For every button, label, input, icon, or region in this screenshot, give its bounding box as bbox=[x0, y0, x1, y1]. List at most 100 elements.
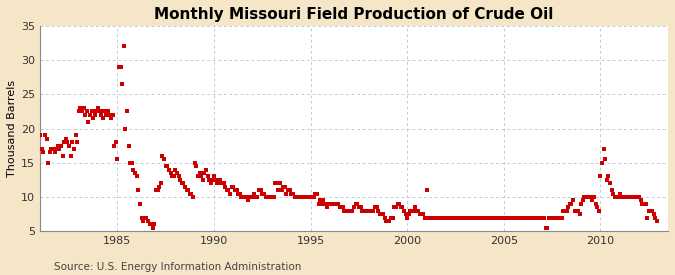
Point bbox=[99, 109, 110, 114]
Point bbox=[534, 215, 545, 220]
Point bbox=[447, 215, 458, 220]
Point bbox=[398, 208, 409, 213]
Point bbox=[637, 202, 648, 206]
Point bbox=[97, 116, 108, 120]
Point bbox=[441, 215, 452, 220]
Point bbox=[601, 178, 612, 182]
Point bbox=[133, 188, 144, 192]
Point bbox=[165, 171, 176, 175]
Point bbox=[136, 215, 147, 220]
Point bbox=[406, 208, 417, 213]
Point bbox=[138, 219, 148, 223]
Point bbox=[354, 205, 364, 210]
Point bbox=[396, 205, 406, 210]
Point bbox=[610, 195, 620, 199]
Point bbox=[76, 109, 87, 114]
Point bbox=[72, 140, 82, 144]
Point bbox=[454, 215, 464, 220]
Point bbox=[207, 178, 218, 182]
Point bbox=[105, 116, 116, 120]
Point bbox=[647, 208, 657, 213]
Point bbox=[408, 208, 419, 213]
Point bbox=[389, 205, 400, 210]
Point bbox=[564, 202, 575, 206]
Point bbox=[511, 215, 522, 220]
Point bbox=[542, 226, 553, 230]
Point bbox=[126, 161, 137, 165]
Point bbox=[497, 215, 508, 220]
Point bbox=[244, 195, 254, 199]
Point bbox=[296, 195, 306, 199]
Point bbox=[412, 208, 423, 213]
Point bbox=[622, 195, 633, 199]
Point bbox=[189, 161, 200, 165]
Point bbox=[346, 208, 356, 213]
Point bbox=[472, 215, 483, 220]
Point bbox=[643, 208, 654, 213]
Point bbox=[487, 215, 498, 220]
Point bbox=[109, 144, 119, 148]
Point bbox=[442, 215, 453, 220]
Point bbox=[265, 195, 276, 199]
Point bbox=[431, 215, 441, 220]
Point bbox=[334, 205, 345, 210]
Point bbox=[286, 191, 297, 196]
Point bbox=[498, 215, 509, 220]
Point bbox=[41, 137, 52, 141]
Point bbox=[350, 202, 361, 206]
Point bbox=[205, 181, 216, 186]
Point bbox=[377, 212, 388, 216]
Point bbox=[139, 215, 150, 220]
Point bbox=[513, 215, 524, 220]
Point bbox=[112, 157, 123, 161]
Point bbox=[592, 205, 603, 210]
Point bbox=[463, 215, 474, 220]
Point bbox=[560, 208, 570, 213]
Point bbox=[47, 147, 58, 151]
Point bbox=[414, 212, 425, 216]
Point bbox=[178, 181, 189, 186]
Point bbox=[563, 205, 574, 210]
Point bbox=[312, 191, 323, 196]
Point bbox=[635, 198, 646, 203]
Point bbox=[86, 109, 97, 114]
Point bbox=[577, 198, 588, 203]
Point bbox=[413, 208, 424, 213]
Point bbox=[335, 205, 346, 210]
Point bbox=[51, 147, 61, 151]
Point bbox=[241, 195, 252, 199]
Point bbox=[580, 195, 591, 199]
Point bbox=[410, 205, 421, 210]
Point bbox=[443, 215, 454, 220]
Point bbox=[315, 198, 325, 203]
Point bbox=[569, 208, 580, 213]
Point bbox=[585, 195, 596, 199]
Point bbox=[490, 215, 501, 220]
Point bbox=[425, 215, 435, 220]
Point bbox=[469, 215, 480, 220]
Point bbox=[96, 113, 107, 117]
Point bbox=[495, 215, 506, 220]
Point bbox=[358, 208, 369, 213]
Point bbox=[516, 215, 527, 220]
Point bbox=[268, 195, 279, 199]
Point bbox=[61, 137, 72, 141]
Point bbox=[192, 174, 203, 179]
Point bbox=[59, 140, 70, 144]
Point bbox=[489, 215, 500, 220]
Point bbox=[323, 202, 333, 206]
Point bbox=[394, 202, 404, 206]
Point bbox=[276, 188, 287, 192]
Point bbox=[283, 188, 294, 192]
Point bbox=[627, 195, 638, 199]
Point bbox=[492, 215, 503, 220]
Point bbox=[500, 215, 511, 220]
Point bbox=[113, 65, 124, 69]
Point bbox=[375, 212, 385, 216]
Point bbox=[184, 191, 195, 196]
Point bbox=[176, 181, 187, 186]
Point bbox=[363, 208, 374, 213]
Point bbox=[82, 109, 92, 114]
Point bbox=[196, 174, 207, 179]
Point bbox=[63, 144, 74, 148]
